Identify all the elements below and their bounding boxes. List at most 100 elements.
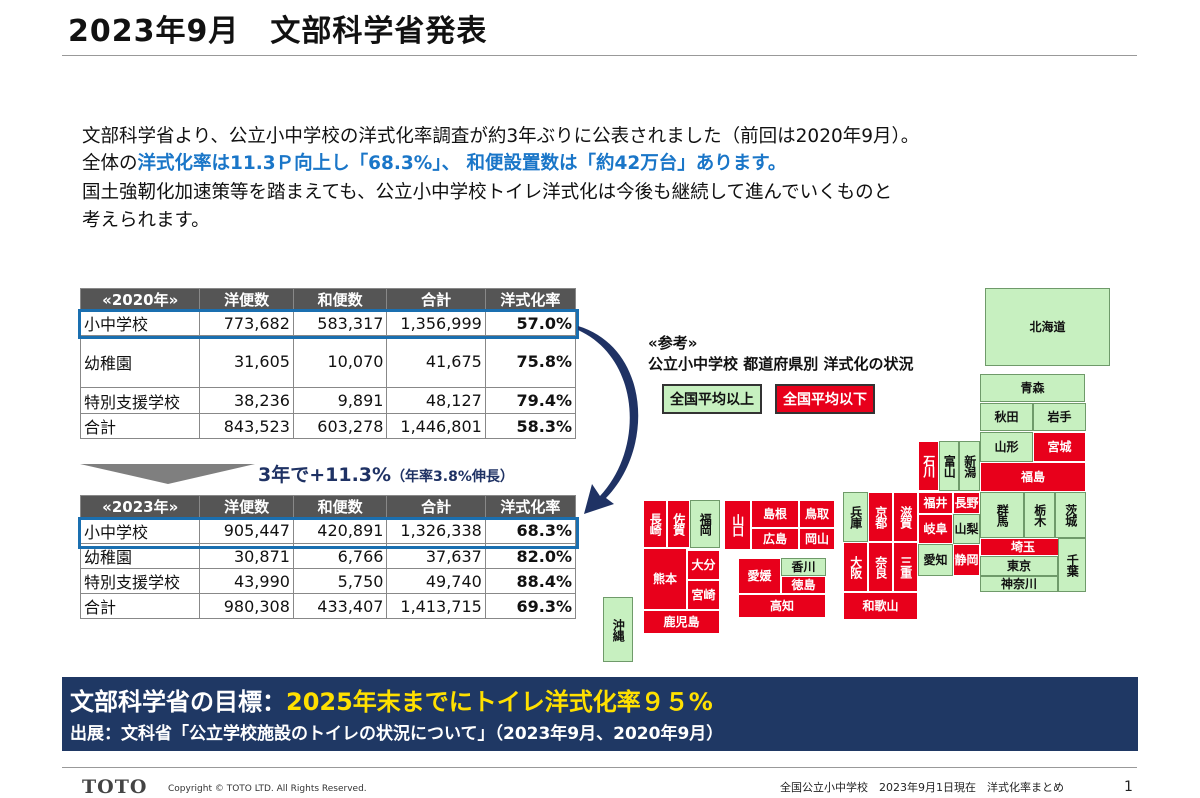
prefecture-label: 広島 (762, 531, 787, 546)
prefecture-label: 高知 (769, 598, 794, 613)
prefecture-label: 香川 (791, 559, 816, 574)
copyright: Copyright © TOTO LTD. All Rights Reserve… (168, 784, 367, 794)
prefecture-32: 岡山 (799, 528, 835, 550)
goal-banner (62, 677, 1138, 751)
prefecture-label: 福井 (923, 495, 948, 510)
prefecture-label: 山梨 (954, 521, 979, 536)
prefecture-29: 和歌山 (843, 592, 918, 620)
prefecture-label: 愛媛 (747, 568, 772, 583)
prefecture-label: 福岡 (698, 513, 713, 535)
prefecture-31: 島根 (751, 500, 799, 528)
prefecture-label: 佐賀 (671, 513, 686, 535)
prefecture-24: 京都 (868, 492, 893, 542)
prefecture-label: 愛知 (923, 552, 948, 567)
cell-total: 1,413,715 (386, 593, 486, 619)
prefecture-44: 宮崎 (687, 580, 720, 610)
prefecture-15: 栃木 (1024, 492, 1055, 538)
header-year: «2020年» (79, 288, 201, 311)
intro-line-2-prefix: 全体の (82, 153, 138, 174)
prefecture-label: 石川 (921, 455, 936, 477)
header-japanese: 和便数 (292, 495, 388, 518)
prefecture-label: 滋賀 (898, 506, 913, 528)
intro-highlight: 洋式化率は11.3Ｐ向上し「68.3%」、 和便設置数は「約42万台」あります。 (137, 153, 787, 174)
goal-prefix: 文部科学省の目標： (70, 688, 286, 716)
prefecture-label: 長崎 (648, 513, 663, 535)
prefecture-35: 香川 (781, 558, 826, 576)
prefecture-11: 福井 (918, 492, 953, 514)
header-rate: 洋式化率 (484, 495, 577, 518)
prefecture-7: 新潟 (959, 441, 980, 491)
growth-sub: （年率3.8%伸長） (391, 469, 514, 485)
prefecture-25: 兵庫 (843, 492, 868, 542)
prefecture-8: 富山 (939, 441, 959, 491)
prefecture-label: 岐阜 (923, 521, 948, 536)
prefecture-27: 奈良 (868, 542, 893, 592)
prefecture-label: 秋田 (994, 409, 1019, 424)
table-2020: «2020年» 洋便数 和便数 合計 洋式化率 小中学校 773,682 583… (79, 288, 577, 439)
prefecture-label: 北海道 (1029, 319, 1066, 334)
reference-label: «参考» (648, 334, 698, 352)
goal-deadline: 2025年末までに (286, 688, 473, 716)
prefecture-42: 大分 (687, 550, 720, 580)
prefecture-37: 愛媛 (738, 558, 781, 594)
prefecture-39: 福岡 (690, 500, 720, 548)
prefecture-label: 京都 (873, 506, 888, 528)
page-title: 2023年9月 文部科学省発表 (68, 14, 488, 49)
page-number: 1 (1124, 779, 1133, 795)
header-total: 合計 (386, 288, 486, 311)
prefecture-5: 宮城 (1033, 432, 1086, 462)
reference-caption: 公立小中学校 都道府県別 洋式化の状況 (648, 355, 914, 373)
prefecture-34: 山口 (724, 500, 751, 550)
prefecture-label: 栃木 (1032, 504, 1047, 526)
row-label: 特別支援学校 (79, 568, 201, 594)
prefecture-label: 岡山 (804, 531, 829, 546)
prefecture-28: 三重 (893, 542, 918, 592)
prefecture-label: 宮崎 (691, 587, 716, 602)
prefecture-4: 山形 (980, 432, 1033, 462)
prefecture-label: 茨城 (1063, 504, 1078, 526)
table-row: 特別支援学校 38,236 9,891 48,127 79.4% (79, 387, 577, 414)
prefecture-30: 鳥取 (799, 500, 835, 528)
table-row: 合計 980,308 433,407 1,413,715 69.3% (79, 593, 577, 619)
intro-line-1: 文部科学省より、公立小中学校の洋式化率調査が約3年ぶりに公表されました（前回は2… (82, 126, 920, 147)
prefecture-22: 静岡 (953, 544, 980, 576)
cell-rate: 79.4% (484, 387, 577, 414)
table-header-row: «2023年» 洋便数 和便数 合計 洋式化率 (79, 495, 577, 518)
prefecture-label: 千葉 (1065, 554, 1080, 576)
prefecture-label: 山形 (994, 439, 1019, 454)
cell-western: 31,605 (199, 335, 294, 388)
intro-line-2: 全体の洋式化率は11.3Ｐ向上し「68.3%」、 和便設置数は「約42万台」あり… (82, 149, 786, 175)
prefecture-43: 熊本 (643, 548, 687, 610)
intro-line-3: 国土強靭化加速策等を踏まえても、公立小中学校トイレ洋式化は今後も継続して進んでい… (82, 182, 893, 203)
prefecture-label: 徳島 (791, 577, 816, 592)
cell-total: 48,127 (386, 387, 486, 414)
prefecture-36: 徳島 (781, 576, 826, 594)
cell-total: 1,326,338 (386, 517, 486, 544)
prefecture-45: 鹿児島 (643, 610, 720, 634)
cell-rate: 69.3% (484, 593, 577, 619)
prefecture-label: 埼玉 (1010, 539, 1035, 554)
prefecture-label: 島根 (762, 506, 787, 521)
cell-rate: 57.0% (484, 310, 577, 336)
cell-total: 49,740 (386, 568, 486, 594)
footer-divider (62, 767, 1137, 768)
prefecture-label: 鹿児島 (663, 614, 700, 629)
prefecture-46: 沖縄 (603, 597, 633, 662)
prefecture-1: 青森 (980, 374, 1085, 402)
cell-total: 1,446,801 (386, 413, 486, 439)
cell-western: 843,523 (199, 413, 294, 439)
prefecture-label: 和歌山 (862, 598, 899, 613)
prefecture-18: 千葉 (1058, 538, 1086, 592)
prefecture-label: 沖縄 (611, 618, 626, 641)
highlight-box-2023 (78, 517, 579, 549)
prefecture-label: 長野 (954, 495, 979, 510)
prefecture-26: 大阪 (843, 542, 868, 592)
prefecture-38: 高知 (738, 594, 826, 618)
cell-rate: 58.3% (484, 413, 577, 439)
table-row: 合計 843,523 603,278 1,446,801 58.3% (79, 413, 577, 439)
row-label: 合計 (79, 413, 201, 439)
header-year: «2023年» (79, 495, 201, 518)
prefecture-2: 秋田 (980, 403, 1033, 431)
footer-note: 全国公立小中学校 2023年9月1日現在 洋式化率まとめ (780, 781, 1064, 794)
prefecture-label: 静岡 (954, 552, 979, 567)
